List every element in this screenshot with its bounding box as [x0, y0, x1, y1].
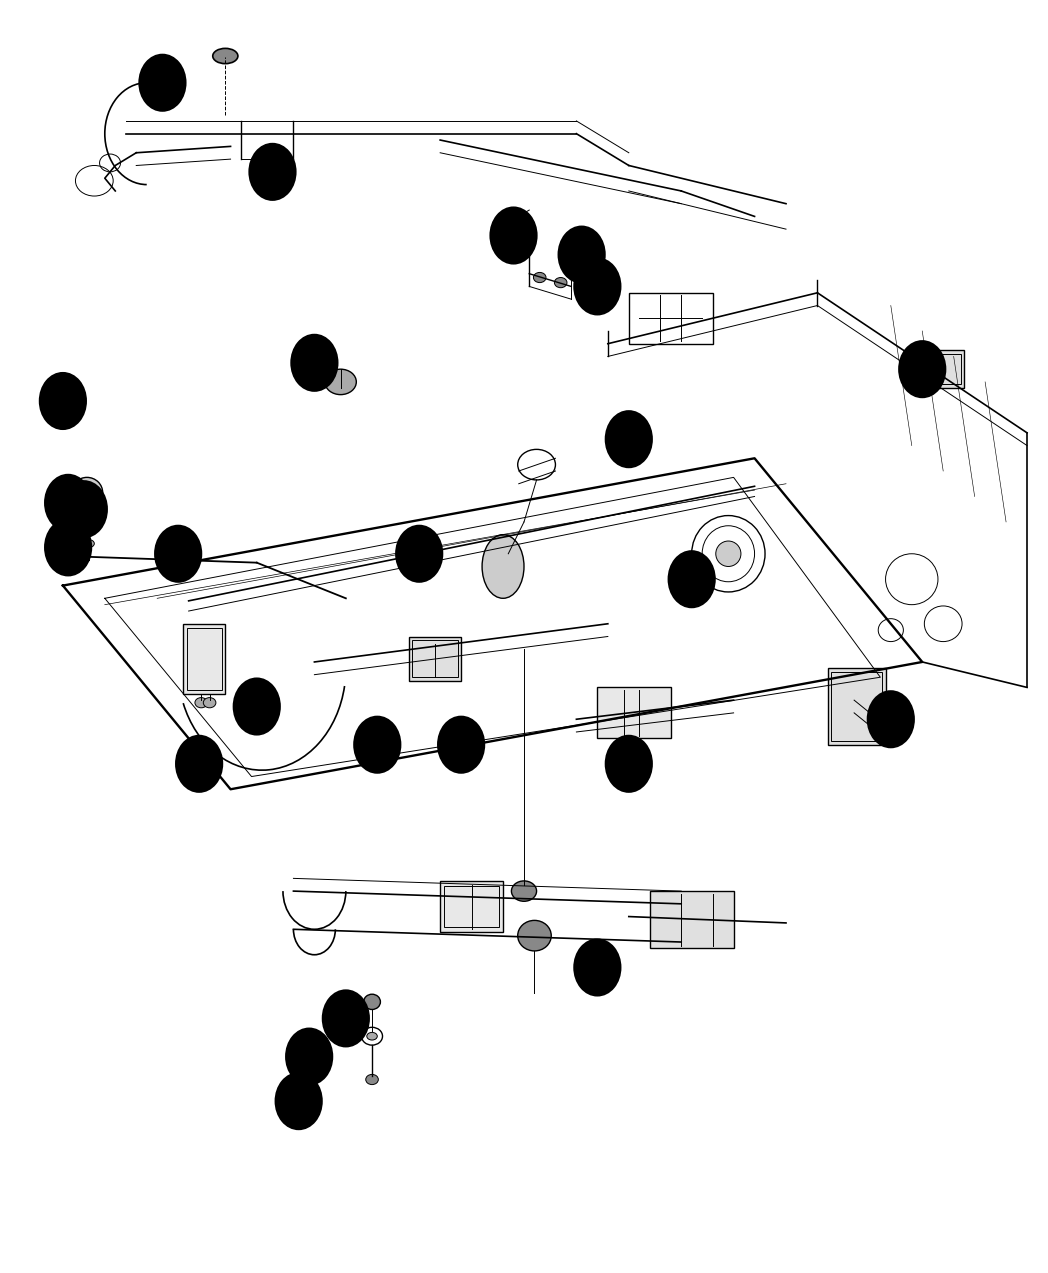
Text: 27: 27: [150, 74, 175, 92]
Ellipse shape: [213, 48, 238, 64]
Circle shape: [286, 1029, 332, 1085]
Text: 14: 14: [878, 710, 903, 728]
Text: 11: 11: [365, 736, 390, 754]
Circle shape: [490, 207, 537, 264]
Circle shape: [438, 717, 484, 773]
Ellipse shape: [364, 994, 380, 1009]
Bar: [629, 293, 713, 344]
Circle shape: [40, 373, 86, 429]
Text: 15: 15: [244, 698, 269, 715]
Bar: [650, 891, 734, 948]
Bar: [828, 668, 886, 745]
Text: 3: 3: [591, 278, 604, 295]
Circle shape: [139, 55, 185, 111]
Text: 20: 20: [297, 1048, 322, 1066]
Text: 26: 26: [569, 246, 594, 264]
Circle shape: [234, 679, 280, 735]
Text: 1: 1: [78, 500, 90, 518]
Ellipse shape: [554, 278, 567, 288]
Circle shape: [45, 475, 91, 531]
Circle shape: [574, 939, 620, 995]
Bar: [831, 672, 882, 741]
Circle shape: [45, 519, 91, 575]
Ellipse shape: [716, 541, 741, 566]
Bar: [920, 354, 961, 384]
Text: 10: 10: [50, 392, 75, 410]
Text: 8: 8: [413, 545, 425, 563]
Bar: [597, 687, 671, 738]
Bar: [440, 881, 503, 932]
Circle shape: [868, 691, 914, 747]
Circle shape: [155, 526, 201, 582]
Circle shape: [276, 1073, 322, 1129]
Text: 19: 19: [333, 1009, 358, 1027]
Text: 4: 4: [507, 227, 520, 244]
Text: 6: 6: [623, 430, 635, 448]
Bar: [409, 636, 461, 681]
Text: 21: 21: [286, 1092, 311, 1110]
Text: 22: 22: [910, 360, 935, 378]
Bar: [187, 628, 222, 690]
Ellipse shape: [195, 698, 208, 708]
Circle shape: [559, 227, 605, 283]
Circle shape: [606, 736, 652, 792]
Ellipse shape: [59, 546, 84, 566]
Text: 25: 25: [56, 538, 81, 556]
Circle shape: [61, 481, 107, 537]
Circle shape: [354, 717, 400, 773]
Circle shape: [291, 335, 337, 391]
Circle shape: [176, 736, 222, 792]
Text: 24: 24: [260, 163, 285, 181]
Ellipse shape: [203, 698, 216, 708]
Text: 23: 23: [679, 570, 704, 588]
Text: 17: 17: [56, 494, 81, 512]
Ellipse shape: [366, 1074, 378, 1085]
Text: 13: 13: [616, 755, 641, 773]
Ellipse shape: [511, 881, 537, 901]
Bar: [444, 886, 499, 927]
Text: 16: 16: [187, 755, 212, 773]
Bar: [183, 624, 225, 694]
Ellipse shape: [325, 369, 356, 395]
Circle shape: [669, 551, 715, 607]
Circle shape: [396, 526, 442, 582]
Text: 12: 12: [449, 736, 474, 754]
Ellipse shape: [84, 540, 94, 547]
Ellipse shape: [518, 920, 551, 951]
Circle shape: [249, 144, 296, 200]
Bar: [412, 640, 458, 677]
Text: 5: 5: [308, 354, 321, 372]
Circle shape: [574, 258, 620, 314]
Ellipse shape: [533, 272, 546, 283]
Bar: [917, 350, 964, 388]
Ellipse shape: [71, 477, 103, 508]
Ellipse shape: [482, 535, 524, 598]
Text: 9: 9: [172, 545, 184, 563]
Text: 18: 18: [585, 959, 610, 976]
Circle shape: [323, 990, 369, 1046]
Ellipse shape: [367, 1032, 377, 1040]
Circle shape: [606, 411, 652, 467]
Circle shape: [899, 341, 945, 397]
